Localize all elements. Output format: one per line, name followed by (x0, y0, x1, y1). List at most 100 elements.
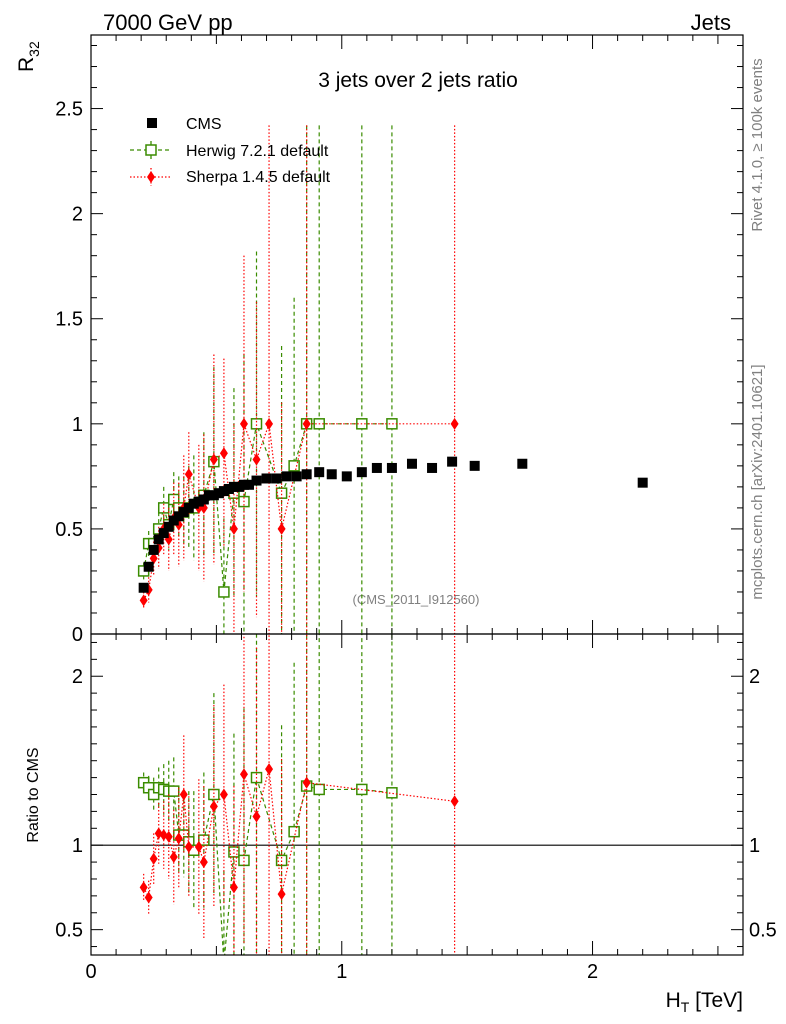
sherpa-ratio-point (277, 888, 286, 901)
sherpa-ratio-point (169, 851, 178, 864)
herwig-ratio-connector-line (143, 777, 392, 955)
sherpa-point (252, 453, 261, 466)
cms-point (148, 544, 159, 555)
legend-herwig-label: Herwig 7.2.1 default (186, 143, 329, 160)
cms-point (223, 483, 234, 494)
rivet-note: Rivet 4.1.0, ≥ 100k events (749, 58, 766, 231)
sherpa-point (450, 417, 459, 430)
chart-title: 3 jets over 2 jets ratio (318, 69, 518, 92)
sherpa-ratio-point (144, 891, 153, 904)
legend-sherpa-label: Sherpa 1.4.5 default (186, 169, 331, 186)
herwig-point (288, 460, 300, 472)
mcplots-note: mcplots.cern.ch [arXiv:2401.10621] (749, 364, 766, 599)
y-tick-label: 1.5 (55, 309, 83, 331)
sherpa-ratio-point (219, 788, 228, 801)
sherpa-point (184, 468, 193, 481)
cms-point (356, 467, 367, 478)
herwig-ratio-point (168, 785, 180, 797)
sherpa-ratio-point (179, 788, 188, 801)
cms-point (138, 582, 149, 593)
sherpa-ratio-point (149, 852, 158, 865)
x-tick-label: 0 (85, 961, 96, 983)
sherpa-ratio-point (139, 881, 148, 894)
svg-text:R32: R32 (15, 41, 42, 72)
cms-point (183, 502, 194, 513)
cms-point (238, 479, 249, 490)
analysis-tag: (CMS_2011_I912560) (353, 592, 480, 607)
herwig-point (386, 418, 398, 430)
sherpa-ratio-point (164, 830, 173, 843)
cms-point (168, 515, 179, 526)
legend-cms-label: CMS (186, 116, 222, 133)
cms-point (251, 475, 262, 486)
cms-point (163, 521, 174, 532)
cms-point (517, 458, 528, 469)
sherpa-ratio-point (229, 881, 238, 894)
y-tick-label: 1 (72, 414, 83, 436)
y-axis-label-main: R (15, 57, 38, 72)
cms-point (243, 479, 254, 490)
cms-point (291, 471, 302, 482)
sherpa-point (302, 417, 311, 430)
header-left: 7000 GeV pp (103, 10, 233, 35)
y-axis-label: R32 (15, 41, 42, 72)
ratio-y-tick-label-right: 1 (749, 835, 760, 857)
herwig-ratio-point (238, 854, 250, 867)
ratio-y-tick-label: 0.5 (55, 920, 83, 942)
legend: CMS Herwig 7.2.1 default Sherpa 1.4.5 de… (130, 116, 331, 186)
y-tick-label: 2 (72, 204, 83, 226)
header-right: Jets (691, 10, 731, 35)
sherpa-point (149, 552, 158, 565)
x-tick-label: 1 (336, 961, 347, 983)
cms-point (314, 467, 325, 478)
sherpa-ratio-point (252, 810, 261, 823)
cms-point (386, 462, 397, 473)
y-axis-label-sub: 32 (26, 41, 42, 57)
ratio-y-tick-label: 1 (72, 835, 83, 857)
legend-cms-marker (147, 118, 157, 128)
cms-point (228, 481, 239, 492)
sherpa-ratio-point (265, 763, 274, 776)
cms-point (178, 507, 189, 518)
legend-herwig-marker (145, 144, 157, 156)
cms-point (271, 473, 282, 484)
cms-point (188, 498, 199, 509)
sherpa-ratio-point (194, 840, 203, 853)
sherpa-ratio-point (450, 795, 459, 808)
sherpa-ratio-point (184, 840, 193, 853)
cms-point (447, 456, 458, 467)
cms-point (153, 534, 164, 545)
cms-point (406, 458, 417, 469)
sherpa-ratio-point (209, 800, 218, 813)
cms-point (261, 473, 272, 484)
cms-point (193, 496, 204, 507)
cms-point (427, 462, 438, 473)
herwig-ratio-point (386, 787, 398, 799)
herwig-point (250, 418, 263, 430)
cms-point (208, 490, 219, 501)
cms-point (281, 471, 292, 482)
cms-point (218, 486, 229, 497)
herwig-ratio-point (208, 788, 220, 801)
cms-point (371, 462, 382, 473)
x-axis-label-sub: T (681, 999, 690, 1015)
herwig-point (218, 586, 230, 598)
ratio-y-tick-label-right: 0.5 (749, 920, 777, 942)
sherpa-ratio-point (302, 776, 311, 789)
sherpa-point (239, 417, 248, 430)
sherpa-point (209, 453, 218, 466)
x-tick-label: 2 (587, 961, 598, 983)
y-tick-label: 2.5 (55, 99, 83, 121)
sherpa-point (229, 522, 238, 535)
legend-sherpa-marker (147, 171, 155, 183)
herwig-ratio-point (275, 854, 288, 867)
cms-point (301, 469, 312, 480)
sherpa-point (219, 447, 228, 460)
cms-point (326, 469, 337, 480)
cms-point (173, 511, 184, 522)
sherpa-point (277, 522, 286, 535)
x-axis-label-main: H (666, 989, 681, 1012)
cms-point (233, 481, 244, 492)
sherpa-point (265, 417, 274, 430)
cms-point (213, 488, 224, 499)
